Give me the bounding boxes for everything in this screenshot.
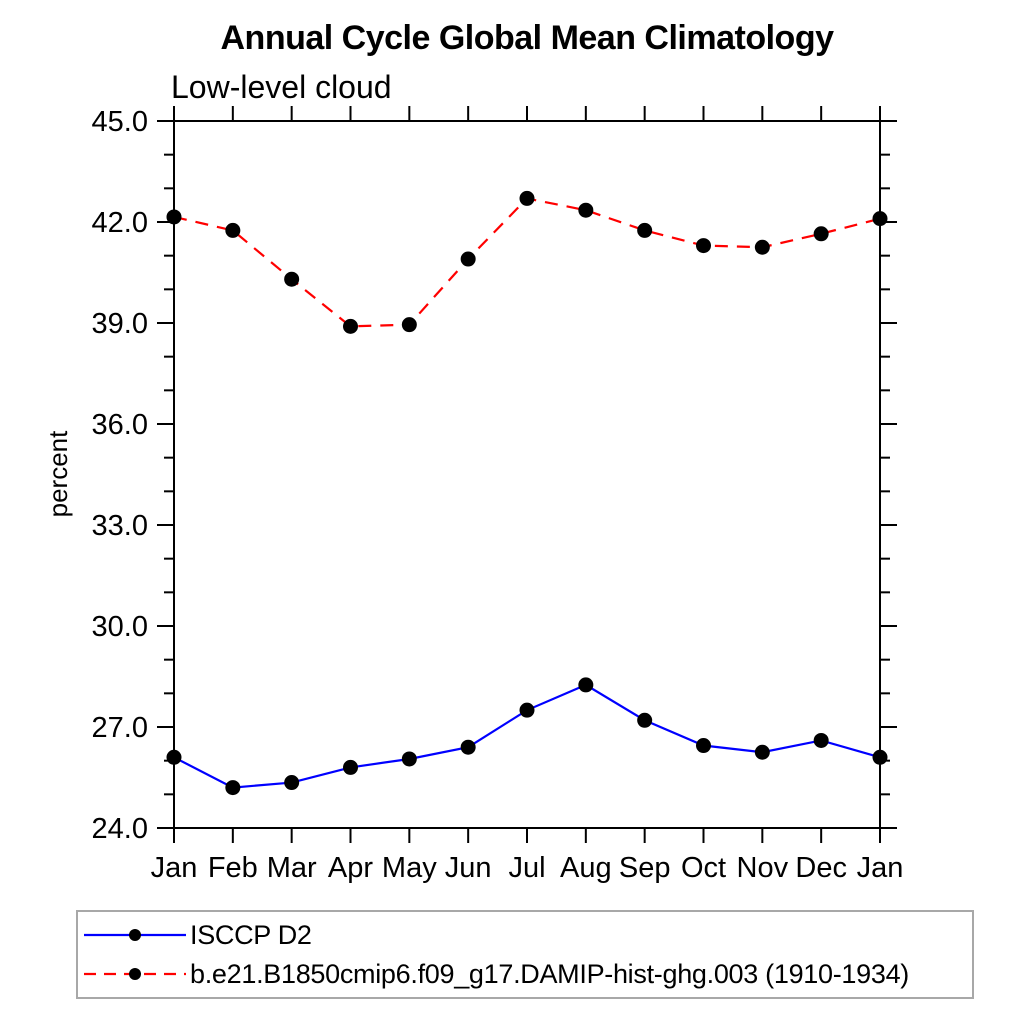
data-point-marker [754,239,770,255]
chart-title: Annual Cycle Global Mean Climatology [220,19,835,57]
plot-frame [173,120,881,829]
y-ticks-major [157,120,897,829]
data-point-marker [343,318,358,334]
y-tick-label: 39.0 [92,308,148,340]
data-point-marker [284,271,300,287]
data-point-marker [225,780,241,796]
data-point-marker [225,222,241,238]
x-tick-label: Mar [267,852,317,884]
chart-subtitle: Low-level cloud [171,69,392,105]
legend-label: b.e21.B1850cmip6.f09_g17.DAMIP-hist-ghg.… [190,958,909,989]
series-model [166,190,888,334]
legend-item: ISCCP D2 [82,920,972,950]
x-tick-label: Sep [619,852,671,884]
data-point-marker [401,751,417,767]
legend-line-sample [84,968,186,980]
series-isccp-d2 [166,677,888,796]
x-tick-label: Jun [445,852,492,884]
data-point-marker [460,251,476,267]
x-ticks-bottom [173,828,881,843]
x-tick-label: Jan [857,852,904,884]
data-point-marker [519,190,535,206]
y-tick-labels: 24.0 27.0 30.0 33.0 36.0 39.0 42.0 45.0 [92,106,148,845]
data-point-marker [813,732,829,748]
x-tick-label: Apr [328,852,373,884]
x-tick-label: Aug [560,852,612,884]
y-tick-label: 42.0 [92,207,148,239]
x-tick-label: Oct [681,852,726,884]
legend-box: ISCCP D2 b.e21.B1850cmip6.f09_g17.DAMIP-h… [76,910,974,999]
y-tick-label: 24.0 [92,813,148,845]
data-point-marker [696,238,711,254]
data-point-marker [519,702,535,718]
y-tick-label: 45.0 [92,106,148,138]
y-ticks-minor [164,153,890,796]
data-point-marker [872,749,888,765]
data-point-marker [284,775,300,791]
data-point-marker [754,744,770,760]
x-ticks-top [173,106,881,121]
x-tick-label: Jan [151,852,198,884]
x-tick-label: Nov [737,852,789,884]
x-tick-label: May [382,852,437,884]
legend-line-sample [84,929,186,941]
data-point-marker [401,317,417,333]
y-tick-label: 36.0 [92,409,148,441]
x-tick-label: Feb [208,852,258,884]
x-tick-label: Jul [508,852,545,884]
data-point-marker [460,739,476,755]
data-point-marker [696,738,711,754]
data-point-marker [343,759,358,775]
y-tick-label: 30.0 [92,611,148,643]
data-point-marker [578,677,594,693]
data-point-marker [813,226,829,242]
series-line [173,197,881,328]
y-tick-label: 27.0 [92,712,148,744]
data-point-marker [166,749,182,765]
data-point-marker [637,222,653,238]
x-tick-label: Dec [795,852,847,884]
series-line [173,683,881,789]
y-tick-label: 33.0 [92,510,148,542]
data-point-marker [872,211,888,227]
data-point-marker [578,202,594,218]
legend-label: ISCCP D2 [190,919,312,950]
legend-marker-dot [129,929,141,941]
legend-marker-dot [129,968,141,980]
data-point-marker [637,712,653,728]
data-point-marker [166,209,182,225]
x-tick-labels: Jan Feb Mar Apr May Jun Jul Aug Sep Oct Nov Dec Jan [151,852,904,884]
legend-item: b.e21.B1850cmip6.f09_g17.DAMIP-hist-ghg.… [82,959,972,989]
